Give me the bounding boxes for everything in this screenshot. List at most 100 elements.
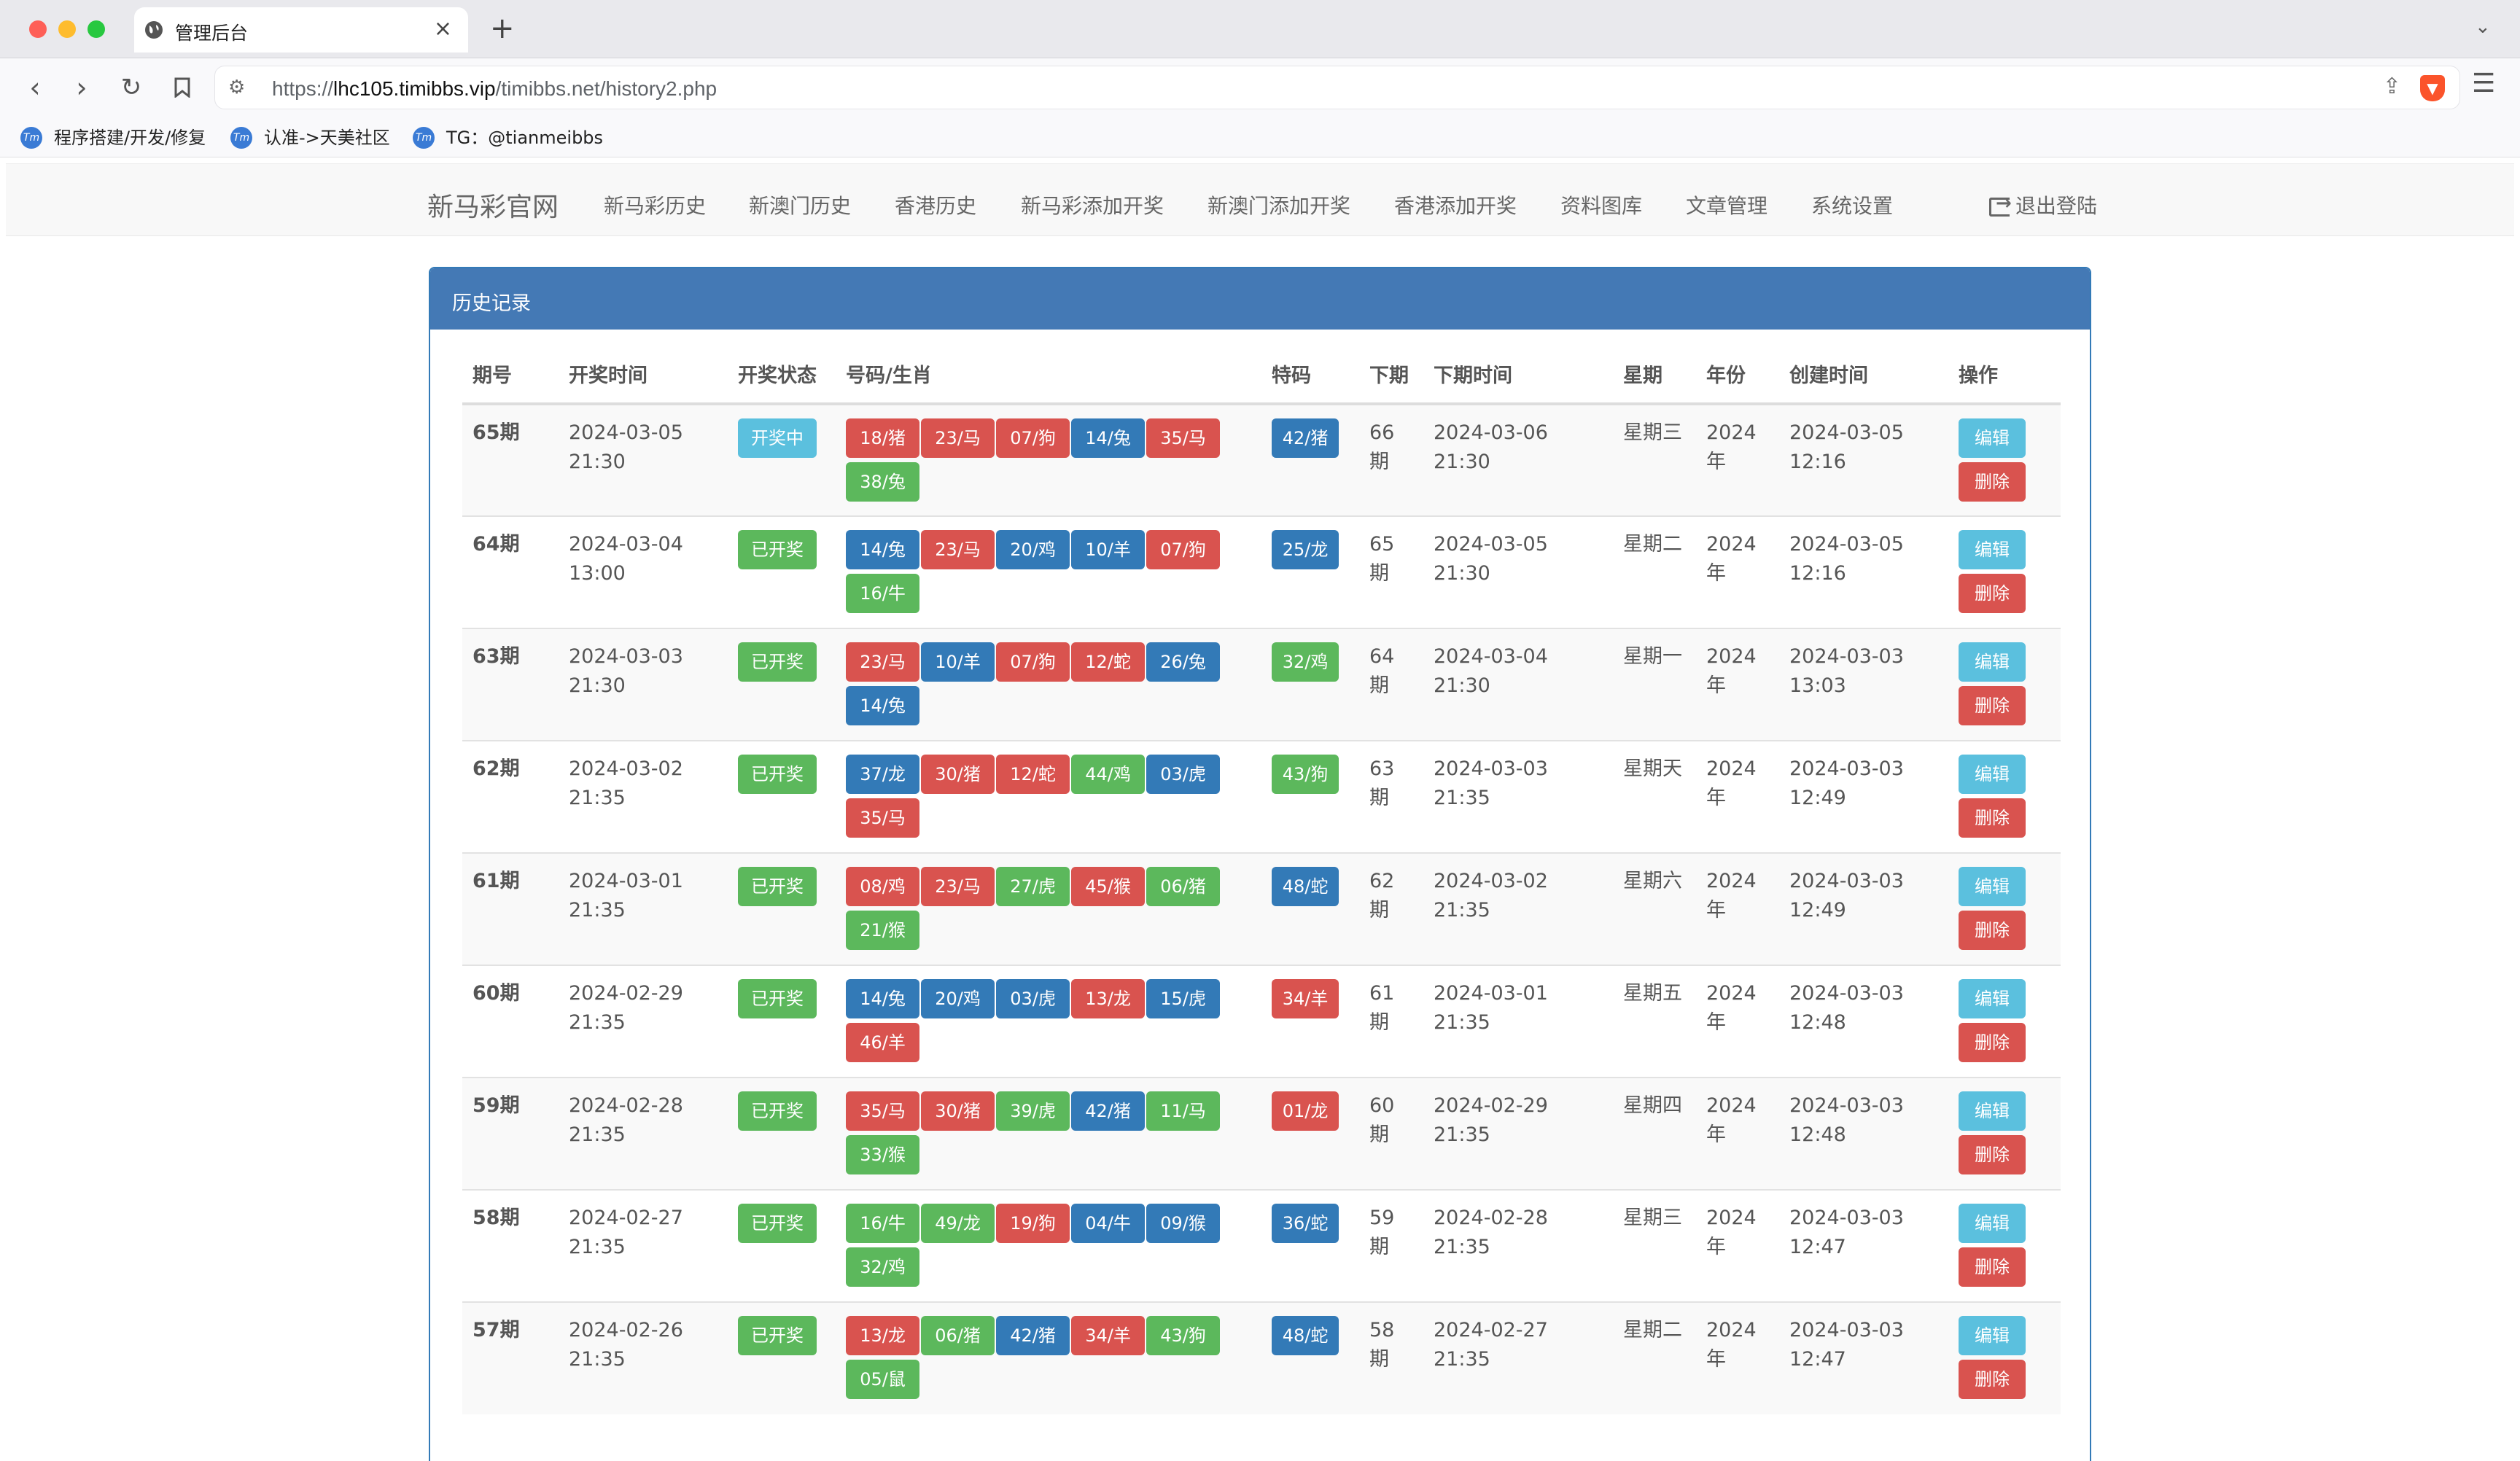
nav-link[interactable]: 文章管理 <box>1686 194 1768 218</box>
next-period-cell: 59期 <box>1359 1189 1423 1302</box>
number-ball: 03/虎 <box>1146 755 1220 794</box>
minimize-window-button[interactable] <box>58 20 76 38</box>
numbers-cell: 14/兔 20/鸡 03/虎 13/龙 15/虎 46/羊 <box>836 965 1261 1078</box>
browser-tab[interactable]: 管理后台 × <box>134 7 468 52</box>
status-badge: 已开奖 <box>738 530 817 569</box>
nav-link[interactable]: 新马彩历史 <box>604 194 707 218</box>
edit-button[interactable]: 编辑 <box>1959 867 2026 906</box>
edit-button[interactable]: 编辑 <box>1959 530 2026 569</box>
number-ball: 34/羊 <box>1071 1316 1145 1355</box>
number-ball: 07/狗 <box>1146 530 1220 569</box>
actions-cell: 编辑 删除 <box>1948 740 2061 853</box>
draw-time-cell: 2024-02-28 21:35 <box>559 1077 728 1190</box>
numbers-cell: 16/牛 49/龙 19/狗 04/牛 09/猴 32/鸡 <box>836 1189 1261 1302</box>
bookmark-icon[interactable] <box>165 70 200 105</box>
number-ball: 38/兔 <box>846 462 919 502</box>
status-cell: 已开奖 <box>728 628 836 741</box>
status-cell: 已开奖 <box>728 1189 836 1302</box>
next-time-cell: 2024-02-27 21:35 <box>1423 1301 1613 1414</box>
number-ball: 14/兔 <box>846 530 919 569</box>
share-icon[interactable]: ⇪ <box>2382 74 2401 99</box>
number-ball: 07/狗 <box>996 418 1070 458</box>
edit-button[interactable]: 编辑 <box>1959 1091 2026 1131</box>
period-cell: 61期 <box>462 852 559 965</box>
new-tab-button[interactable]: + <box>490 12 515 45</box>
edit-button[interactable]: 编辑 <box>1959 1204 2026 1243</box>
status-cell: 已开奖 <box>728 515 836 628</box>
special-cell: 43/狗 <box>1261 740 1359 853</box>
special-ball: 01/龙 <box>1272 1091 1339 1131</box>
edit-button[interactable]: 编辑 <box>1959 1316 2026 1355</box>
number-ball: 23/马 <box>921 530 995 569</box>
draw-time-cell: 2024-03-02 21:35 <box>559 740 728 853</box>
number-ball: 20/鸡 <box>996 530 1070 569</box>
edit-button[interactable]: 编辑 <box>1959 642 2026 682</box>
nav-link[interactable]: 香港添加开奖 <box>1394 194 1517 218</box>
close-window-button[interactable] <box>29 20 47 38</box>
number-ball: 06/猪 <box>1146 867 1220 906</box>
status-badge: 已开奖 <box>738 1091 817 1131</box>
delete-button[interactable]: 删除 <box>1959 686 2026 725</box>
tab-close-icon[interactable]: × <box>433 16 452 42</box>
col-header-draw-time: 开奖时间 <box>559 362 728 405</box>
number-ball: 23/马 <box>846 642 919 682</box>
delete-button[interactable]: 删除 <box>1959 462 2026 502</box>
status-badge: 已开奖 <box>738 642 817 682</box>
number-ball: 13/龙 <box>1071 979 1145 1018</box>
special-cell: 48/蛇 <box>1261 1301 1359 1414</box>
reload-icon[interactable]: ↻ <box>120 73 142 102</box>
menu-icon[interactable]: ☰ <box>2472 69 2496 98</box>
year-cell: 2024年 <box>1696 1077 1779 1190</box>
delete-button[interactable]: 删除 <box>1959 798 2026 838</box>
table-row: 63期 2024-03-03 21:30 已开奖 23/马 10/羊 07/狗 12/蛇 26… <box>462 628 2061 741</box>
period-cell: 65期 <box>462 403 559 516</box>
logout-link[interactable]: 退出登陆 <box>1989 190 2097 219</box>
delete-button[interactable]: 删除 <box>1959 1023 2026 1062</box>
number-ball: 46/羊 <box>846 1023 919 1062</box>
nav-link[interactable]: 系统设置 <box>1811 194 1894 218</box>
forward-arrow-icon[interactable]: › <box>76 71 88 104</box>
site-brand[interactable]: 新马彩官网 <box>427 192 559 222</box>
nav-link[interactable]: 新澳门历史 <box>749 194 852 218</box>
year-cell: 2024年 <box>1696 515 1779 628</box>
bookmark-item[interactable]: Tm 认准->天美社区 <box>230 124 390 150</box>
next-time-cell: 2024-03-05 21:30 <box>1423 515 1613 628</box>
delete-button[interactable]: 删除 <box>1959 1360 2026 1399</box>
address-bar[interactable]: ⚙ https://lhc105.timibbs.vip/timibbs.net… <box>214 66 2460 109</box>
next-time-cell: 2024-03-04 21:30 <box>1423 628 1613 741</box>
zoom-window-button[interactable] <box>88 20 105 38</box>
nav-link[interactable]: 资料图库 <box>1560 194 1643 218</box>
edit-button[interactable]: 编辑 <box>1959 979 2026 1018</box>
status-cell: 已开奖 <box>728 965 836 1078</box>
numbers-cell: 13/龙 06/猪 42/猪 34/羊 43/狗 05/鼠 <box>836 1301 1261 1414</box>
table-row: 64期 2024-03-04 13:00 已开奖 14/兔 23/马 20/鸡 10/羊 07… <box>462 515 2061 628</box>
delete-button[interactable]: 删除 <box>1959 1135 2026 1174</box>
nav-link[interactable]: 香港历史 <box>895 194 977 218</box>
number-ball: 27/虎 <box>996 867 1070 906</box>
table-row: 60期 2024-02-29 21:35 已开奖 14/兔 20/鸡 03/虎 13/龙 15… <box>462 965 2061 1078</box>
delete-button[interactable]: 删除 <box>1959 1247 2026 1287</box>
history-panel: 历史记录 期号 开奖时间 开奖状态 号码/生肖 特码 下期 下期时间 星期 年份… <box>429 267 2091 1461</box>
numbers-cell: 14/兔 23/马 20/鸡 10/羊 07/狗 16/牛 <box>836 515 1261 628</box>
col-header-next: 下期 <box>1359 362 1423 405</box>
nav-link[interactable]: 新澳门添加开奖 <box>1208 194 1351 218</box>
number-ball: 44/鸡 <box>1071 755 1145 794</box>
bookmark-item[interactable]: Tm 程序搭建/开发/修复 <box>20 124 206 150</box>
created-cell: 2024-03-03 13:03 <box>1779 628 1948 741</box>
delete-button[interactable]: 删除 <box>1959 574 2026 613</box>
number-ball: 19/狗 <box>996 1204 1070 1243</box>
next-period-cell: 60期 <box>1359 1077 1423 1190</box>
edit-button[interactable]: 编辑 <box>1959 755 2026 794</box>
bookmark-item[interactable]: Tm TG：@tianmeibbs <box>413 124 603 150</box>
site-settings-icon[interactable]: ⚙ <box>228 77 246 98</box>
numbers-cell: 23/马 10/羊 07/狗 12/蛇 26/兔 14/兔 <box>836 628 1261 741</box>
draw-time-cell: 2024-02-27 21:35 <box>559 1189 728 1302</box>
tab-list-chevron-icon[interactable]: ⌄ <box>2475 16 2491 38</box>
brave-shield-icon[interactable]: ▼ <box>2420 75 2445 101</box>
actions-cell: 编辑 删除 <box>1948 1077 2061 1190</box>
back-arrow-icon[interactable]: ‹ <box>29 71 41 104</box>
nav-link[interactable]: 新马彩添加开奖 <box>1021 194 1164 218</box>
edit-button[interactable]: 编辑 <box>1959 418 2026 458</box>
delete-button[interactable]: 删除 <box>1959 911 2026 950</box>
number-ball: 42/猪 <box>1071 1091 1145 1131</box>
